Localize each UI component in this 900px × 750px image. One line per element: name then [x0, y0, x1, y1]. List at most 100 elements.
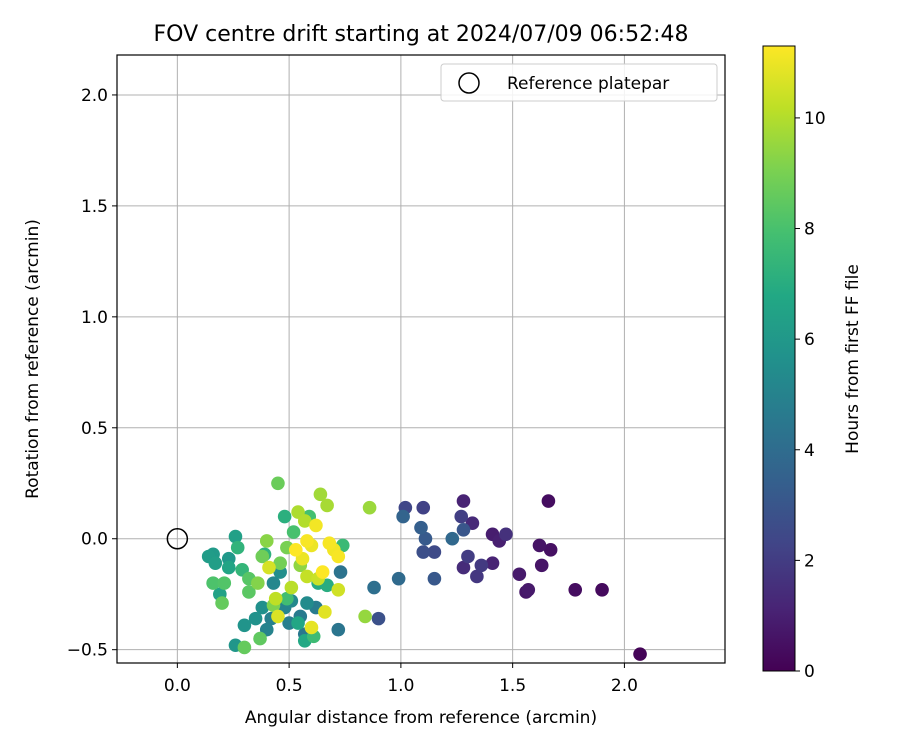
data-point — [427, 545, 442, 559]
data-point — [206, 576, 220, 590]
data-point — [215, 596, 229, 610]
data-point — [268, 591, 283, 606]
data-point — [313, 487, 328, 502]
chart-title: FOV centre drift starting at 2024/07/09 … — [154, 22, 689, 47]
legend-box — [440, 63, 718, 102]
data-point — [534, 558, 549, 573]
data-point — [228, 529, 243, 544]
data-point — [521, 582, 536, 597]
colorbar-tick-label: 4 — [804, 441, 815, 461]
colorbar-tick-label: 6 — [804, 330, 815, 350]
data-point — [371, 611, 386, 626]
reference-platepar-marker — [166, 527, 189, 550]
y-tick-label: 1.5 — [81, 197, 108, 217]
data-point — [297, 514, 312, 528]
y-tick-label: 1.0 — [81, 308, 108, 328]
x-tick-label: 1.0 — [387, 676, 414, 696]
x-axis-label: Angular distance from reference (arcmin) — [245, 708, 597, 728]
data-point — [318, 605, 332, 619]
data-point — [416, 500, 431, 515]
data-point — [322, 536, 337, 550]
data-point — [304, 620, 319, 635]
data-point — [309, 518, 323, 533]
data-point — [217, 576, 232, 590]
x-axis-ticks: 0.0 0.5 1.0 1.5 2.0 — [164, 663, 638, 696]
colorbar — [762, 45, 796, 672]
data-point — [315, 565, 330, 579]
data-point — [255, 600, 270, 615]
data-point — [242, 585, 256, 599]
y-axis-label: Rotation from reference (arcmin) — [23, 219, 43, 499]
data-point — [259, 534, 274, 548]
data-point — [237, 618, 252, 633]
data-point — [284, 580, 299, 595]
x-tick-label: 0.0 — [164, 676, 191, 696]
data-points — [201, 476, 647, 661]
grid — [117, 55, 725, 663]
data-point — [568, 582, 583, 597]
data-point — [414, 520, 428, 535]
colorbar-label: Hours from first FF file — [843, 264, 863, 454]
data-point — [262, 560, 276, 575]
data-point — [543, 543, 558, 557]
x-tick-label: 0.5 — [276, 676, 303, 696]
data-point — [266, 576, 281, 590]
x-tick-label: 2.0 — [611, 676, 638, 696]
data-point — [248, 611, 263, 626]
y-axis-ticks: −0.5 0.0 0.5 1.0 1.5 2.0 — [67, 86, 117, 661]
data-point — [427, 571, 442, 586]
data-point — [445, 531, 460, 546]
data-point — [541, 494, 556, 508]
legend: Reference platepar — [440, 63, 718, 102]
data-point — [470, 569, 484, 584]
data-point — [331, 582, 346, 597]
y-tick-label: 0.0 — [81, 530, 108, 550]
data-point — [456, 494, 471, 508]
y-tick-label: −0.5 — [67, 641, 108, 661]
data-point — [367, 580, 381, 595]
reference-marker-layer — [166, 527, 189, 550]
data-point — [237, 640, 252, 655]
data-point — [391, 571, 406, 586]
data-point — [454, 509, 469, 524]
colorbar-tick-label: 10 — [804, 109, 826, 129]
data-point — [474, 558, 489, 573]
data-point — [251, 576, 265, 590]
data-point — [456, 523, 471, 537]
data-point — [280, 591, 294, 606]
y-tick-label: 0.5 — [81, 419, 108, 439]
data-point — [595, 582, 609, 597]
data-point — [286, 525, 301, 539]
x-tick-label: 1.5 — [499, 676, 526, 696]
data-point — [633, 647, 647, 661]
colorbar-tick-label: 8 — [804, 220, 815, 240]
data-point — [273, 556, 287, 570]
data-point — [255, 549, 270, 564]
data-point — [291, 616, 305, 630]
colorbar-tick-label: 2 — [804, 551, 815, 571]
data-point — [416, 545, 431, 559]
data-point — [271, 476, 285, 491]
data-point — [277, 509, 292, 524]
data-point — [289, 543, 303, 557]
data-point — [253, 631, 267, 646]
plot-frame — [116, 54, 726, 664]
colorbar-tick-label: 0 — [804, 662, 815, 682]
data-point — [396, 509, 410, 524]
data-point — [320, 498, 334, 513]
data-point — [333, 565, 348, 579]
legend-label-reference: Reference platepar — [507, 74, 669, 94]
data-point — [331, 549, 346, 564]
data-point — [418, 531, 433, 546]
data-point — [300, 534, 314, 548]
data-point — [512, 567, 527, 582]
data-point — [358, 609, 372, 624]
data-point — [461, 549, 475, 564]
data-point — [499, 527, 513, 542]
data-point — [208, 556, 223, 570]
data-point — [331, 622, 346, 637]
legend-reference-marker — [458, 72, 480, 94]
data-point — [300, 569, 314, 584]
data-point — [362, 500, 377, 515]
